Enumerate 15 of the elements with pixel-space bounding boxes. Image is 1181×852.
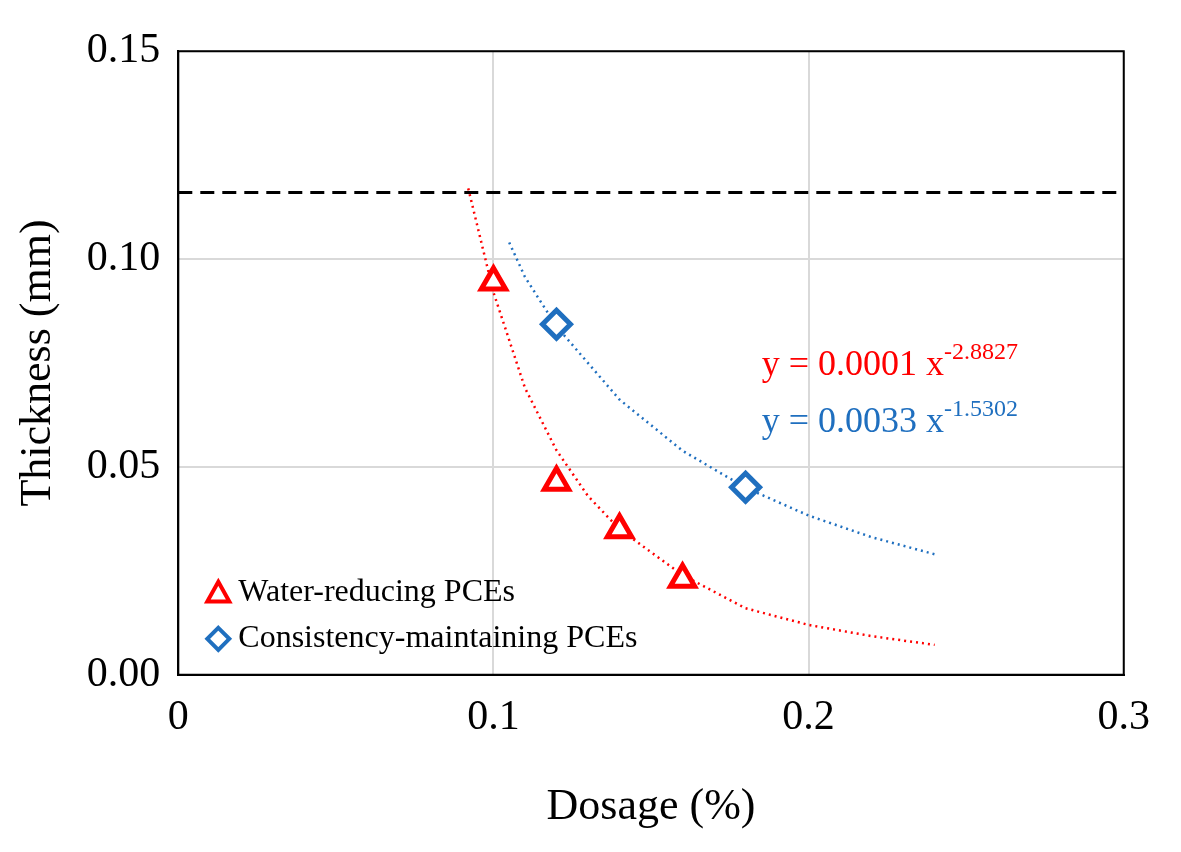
point — [666, 560, 699, 589]
x-tick-label: 0.2 — [782, 692, 835, 739]
point — [540, 463, 573, 492]
y-axis-title: Thickness (mm) — [10, 219, 60, 507]
x-tick-label: 0 — [167, 692, 189, 739]
legend-label: Consistency-maintaining PCEs — [238, 618, 638, 655]
legend-label: Water-reducing PCEs — [238, 572, 515, 609]
y-tick-label: 0.00 — [86, 648, 161, 695]
y-tick-label: 0.10 — [86, 233, 161, 280]
y-tick-label: 0.15 — [86, 25, 161, 72]
point — [478, 265, 509, 292]
x-tick-label: 0.1 — [467, 692, 520, 739]
y-tick-label: 0.05 — [86, 440, 161, 487]
x-axis-title: Dosage (%) — [546, 780, 756, 830]
x-tick-label: 0.3 — [1097, 692, 1150, 739]
